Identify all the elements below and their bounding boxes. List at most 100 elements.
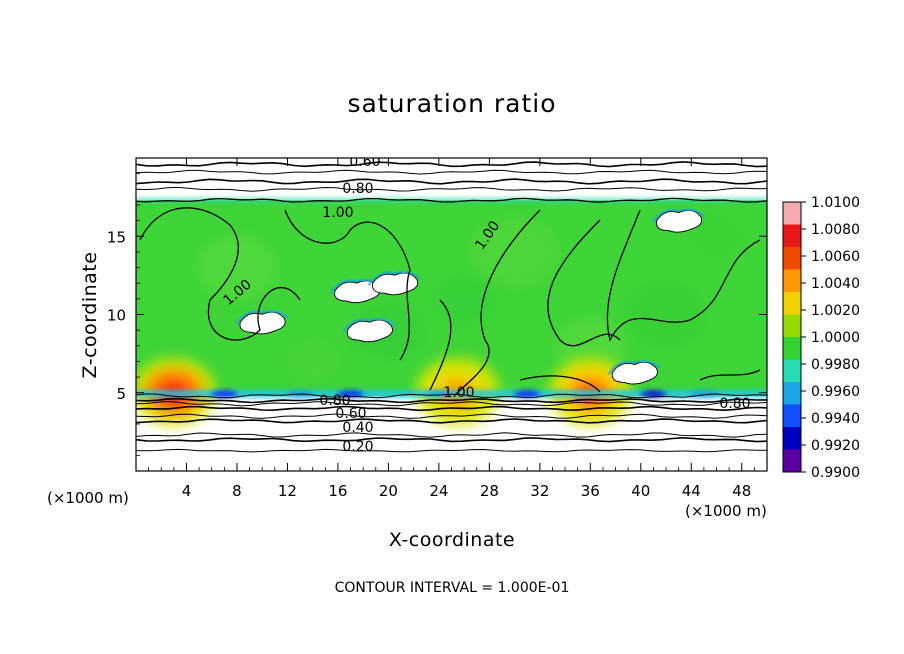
colorbar-swatch <box>783 292 801 315</box>
contour-line <box>136 393 767 399</box>
contour-line <box>136 405 767 412</box>
contour-label: 0.60 <box>335 406 366 422</box>
contour-line <box>454 209 541 396</box>
x-tick-label: 8 <box>232 482 242 500</box>
field-mottle <box>196 235 277 300</box>
x-axis-ticks: 4 8 12 16 20 24 28 32 36 40 44 48 <box>148 158 755 500</box>
colorbar-tick-label: 1.0100 <box>811 195 860 211</box>
blue-band-spot <box>424 389 453 398</box>
colorbar-swatch <box>783 247 801 270</box>
contour-label: 0.20 <box>342 439 373 455</box>
x-tick-label: 4 <box>182 482 192 500</box>
plot-area: 0.600.801.001.001.001.000.80 0.800.600.40… <box>136 154 767 471</box>
blue-band-spot <box>336 389 365 398</box>
clear-air-patch <box>655 209 703 233</box>
contour-label: 0.60 <box>349 154 380 170</box>
colorbar-swatch <box>783 449 801 473</box>
contour-line <box>136 197 767 203</box>
contour-label: 0.80 <box>342 181 373 197</box>
y-axis-label: Z-coordinate <box>79 252 101 379</box>
contour-label: 1.00 <box>322 205 353 221</box>
y-axis-ticks: 5 10 15 <box>107 173 767 456</box>
clear-air-patch <box>611 361 658 385</box>
blue-band-spot <box>639 389 668 398</box>
colorbar-swatch <box>783 382 801 405</box>
colorbar-tick-label: 1.0040 <box>811 276 860 292</box>
contour-line <box>136 432 767 438</box>
contour-line <box>136 169 767 175</box>
x-tick-label: 32 <box>530 482 549 500</box>
contour-interval-note: CONTOUR INTERVAL = 1.000E-01 <box>335 580 570 596</box>
colorbar-swatch <box>783 224 801 248</box>
colorbar-tick-label: 1.0060 <box>811 249 860 265</box>
contour-line <box>136 178 767 185</box>
colorbar-tick-label: 1.0020 <box>811 303 860 319</box>
contour-line <box>136 418 767 424</box>
field-mottle <box>282 337 343 386</box>
contour-line <box>136 413 767 419</box>
contour-line <box>136 436 767 443</box>
contour-line <box>519 375 601 393</box>
x-tick-label: 36 <box>581 482 600 500</box>
colorbar-tick-label: 0.9980 <box>811 357 860 373</box>
colorbar-tick-label: 0.9940 <box>811 411 860 427</box>
clear-air-patch <box>346 319 393 343</box>
x-unit-label: (×1000 m) <box>685 502 767 520</box>
field-mottle <box>469 215 560 288</box>
patch-edge <box>235 310 289 325</box>
x-tick-label: 40 <box>631 482 650 500</box>
colorbar-tick-label: 1.0000 <box>811 330 860 346</box>
contour-line <box>284 209 411 361</box>
y-tick-label: 5 <box>116 385 126 403</box>
colorbar-tick-label: 1.0080 <box>811 222 860 238</box>
contour-line <box>139 207 301 341</box>
blue-band-spot <box>210 389 239 398</box>
saturation-field <box>136 200 767 396</box>
y-tick-label: 15 <box>107 228 126 246</box>
colorbar-swatch <box>783 337 801 360</box>
contour-line <box>429 299 452 391</box>
colorbar-tick-label: 0.9900 <box>811 465 860 481</box>
contour-line <box>136 400 767 407</box>
cloud-top-band <box>136 198 767 203</box>
x-axis-label: X-coordinate <box>389 529 515 551</box>
contour-line <box>606 209 761 342</box>
colorbar-swatch <box>783 202 801 225</box>
clear-air-patch <box>239 311 286 335</box>
field-mottle <box>686 212 747 261</box>
colorbar-swatch <box>783 269 801 293</box>
contour-line <box>547 219 621 347</box>
contour-label: 0.40 <box>342 420 373 436</box>
patch-edge <box>607 360 662 375</box>
clear-air-patch <box>334 280 381 304</box>
colorbar-tick-label: 0.9960 <box>811 384 860 400</box>
contour-line <box>136 448 767 453</box>
x-tick-label: 24 <box>429 482 448 500</box>
patch-edge <box>651 208 706 224</box>
x-tick-label: 28 <box>480 482 499 500</box>
x-tick-label: 44 <box>682 482 701 500</box>
white-patches <box>235 208 706 385</box>
patch-edge <box>342 318 397 333</box>
x-tick-label: 48 <box>732 482 751 500</box>
x-tick-label: 16 <box>328 482 347 500</box>
contour-label: 0.80 <box>319 393 350 409</box>
colorbar-tick-label: 0.9920 <box>811 438 860 454</box>
field-mottle <box>434 274 495 323</box>
contour-lines <box>136 161 767 453</box>
contour-line <box>136 397 767 404</box>
colorbar: 1.0100 1.0080 1.0060 1.0040 1.0020 1.0000 0.99… <box>782 195 860 481</box>
colorbar-swatch <box>783 359 801 383</box>
contour-line <box>136 186 767 192</box>
z-unit-label: (×1000 m) <box>47 489 129 507</box>
field-mottle <box>626 282 707 347</box>
x-tick-label: 20 <box>379 482 398 500</box>
contour-label: 0.80 <box>719 396 750 412</box>
colorbar-swatch <box>783 404 801 428</box>
x-tick-label: 12 <box>278 482 297 500</box>
contour-line <box>136 161 767 168</box>
colorbar-swatch <box>783 427 801 450</box>
patch-edge <box>367 271 422 286</box>
colorbar-swatch <box>783 314 801 338</box>
